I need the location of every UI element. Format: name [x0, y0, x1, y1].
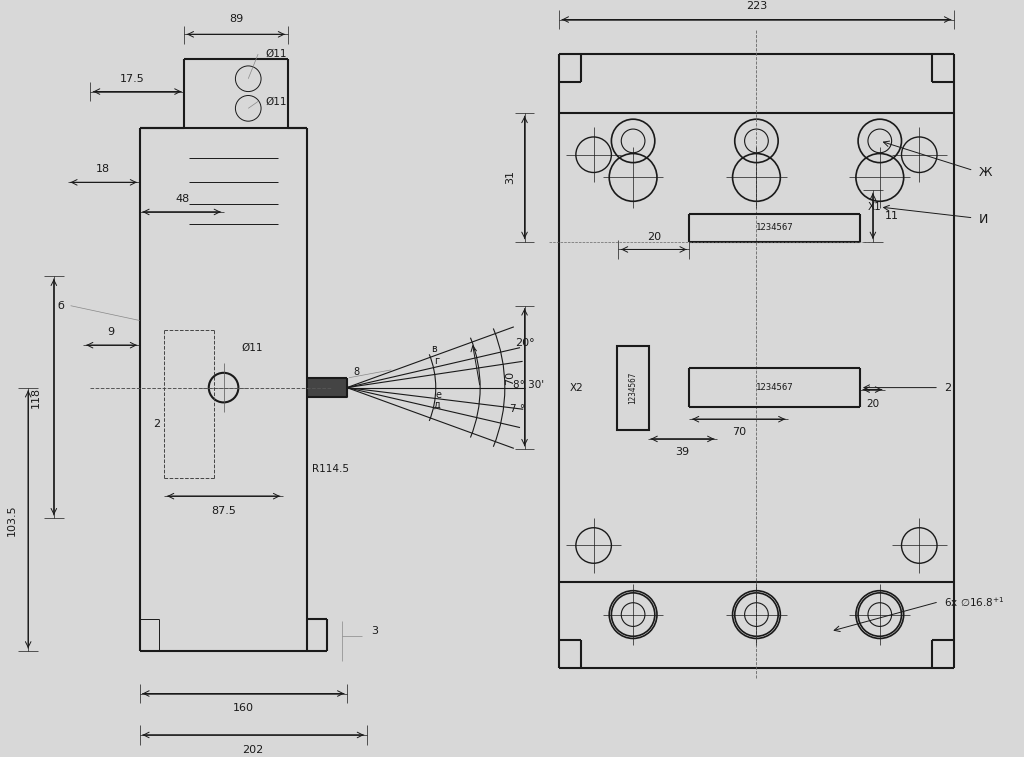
Text: 20: 20	[647, 232, 660, 241]
Text: 20: 20	[866, 400, 880, 410]
Text: 103.5: 103.5	[6, 504, 16, 536]
Text: 9: 9	[108, 327, 115, 338]
Text: 20°: 20°	[515, 338, 535, 348]
Text: 6х $\varnothing$16.8$^{+1}$: 6х $\varnothing$16.8$^{+1}$	[944, 595, 1005, 609]
Text: X2: X2	[570, 382, 584, 393]
Text: 3: 3	[372, 626, 379, 637]
Polygon shape	[307, 378, 347, 397]
Text: 87.5: 87.5	[211, 506, 236, 516]
Text: 8° 30': 8° 30'	[513, 380, 544, 390]
Text: е: е	[436, 390, 442, 400]
Text: 202: 202	[243, 745, 264, 755]
Text: в: в	[431, 344, 436, 354]
Text: г: г	[434, 356, 439, 366]
Text: 7 °: 7 °	[510, 403, 525, 414]
Text: 1234567: 1234567	[756, 223, 794, 232]
Text: 48: 48	[175, 194, 189, 204]
Text: 89: 89	[228, 14, 243, 24]
Text: Ø11: Ø11	[242, 343, 263, 353]
Text: 223: 223	[745, 1, 767, 11]
Text: 70: 70	[731, 427, 745, 437]
Bar	[617, 346, 649, 429]
Text: 31: 31	[505, 170, 515, 185]
Text: 8: 8	[354, 367, 360, 377]
Text: R114.5: R114.5	[312, 463, 349, 474]
Text: 1234567: 1234567	[756, 383, 794, 392]
Text: 2: 2	[944, 382, 951, 393]
Text: д: д	[434, 400, 440, 410]
Text: 17.5: 17.5	[120, 73, 144, 84]
Text: 18: 18	[96, 164, 111, 174]
Text: 11: 11	[885, 211, 899, 221]
Text: б: б	[57, 301, 65, 310]
Text: 118: 118	[31, 387, 41, 408]
Text: 39: 39	[676, 447, 689, 456]
Text: 160: 160	[232, 703, 254, 713]
Text: 1234567: 1234567	[629, 372, 638, 403]
Text: 70: 70	[505, 371, 515, 385]
Text: Ø11: Ø11	[265, 49, 287, 59]
Text: И: И	[979, 213, 988, 226]
Text: X1: X1	[868, 202, 882, 212]
Text: Ø11: Ø11	[265, 96, 287, 107]
Text: Ж: Ж	[979, 166, 992, 179]
Text: 2: 2	[153, 419, 160, 429]
